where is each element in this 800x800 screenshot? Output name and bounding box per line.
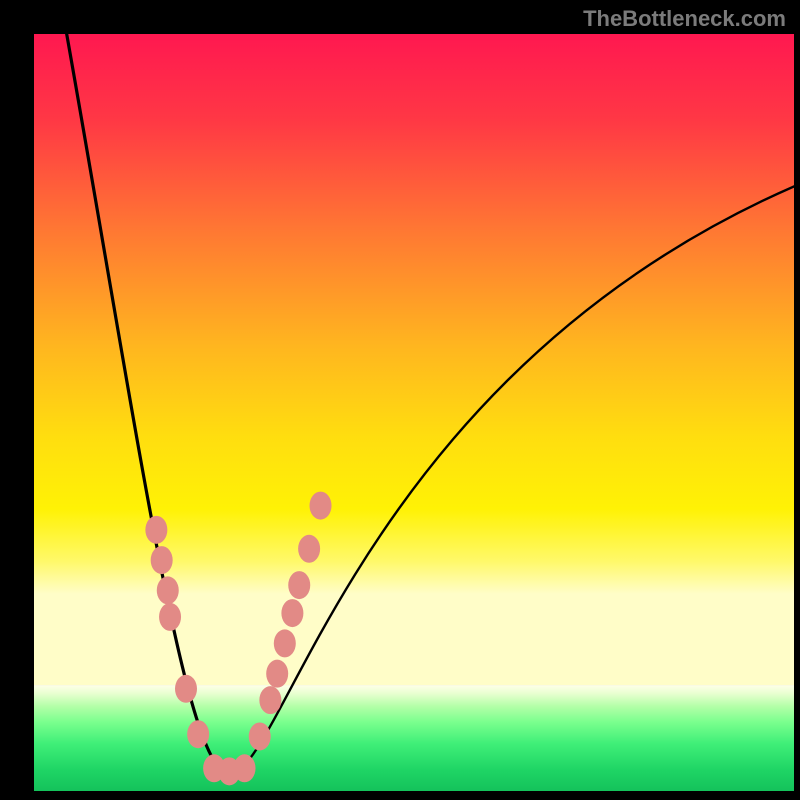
data-dot — [159, 603, 181, 631]
data-dot — [175, 675, 197, 703]
data-dot — [281, 599, 303, 627]
plot-background — [34, 34, 794, 685]
data-dot — [157, 576, 179, 604]
data-dot — [259, 686, 281, 714]
data-dot — [310, 492, 332, 520]
watermark-text: TheBottleneck.com — [583, 6, 786, 32]
chart-svg — [34, 34, 794, 791]
data-dot — [266, 660, 288, 688]
data-dot — [298, 535, 320, 563]
data-dot — [187, 720, 209, 748]
data-dot — [249, 722, 271, 750]
chart-container — [34, 34, 794, 791]
green-band — [34, 685, 794, 791]
data-dot — [151, 546, 173, 574]
data-dot — [234, 754, 256, 782]
data-dot — [145, 516, 167, 544]
data-dot — [288, 571, 310, 599]
data-dot — [274, 629, 296, 657]
